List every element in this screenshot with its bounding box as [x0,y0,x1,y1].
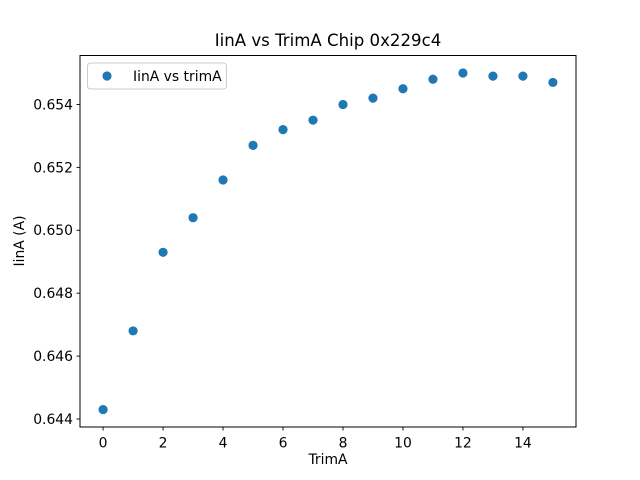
x-tick-label: 4 [219,436,228,452]
data-point [128,326,138,336]
data-point [398,84,408,94]
legend-marker-icon [102,71,112,81]
y-axis-label: IinA (A) [12,215,28,266]
data-point [188,213,198,223]
y-tick-label: 0.644 [33,412,73,428]
y-tick-label: 0.646 [33,349,73,365]
x-tick-label: 0 [99,436,108,452]
x-tick-label: 14 [514,436,532,452]
data-point [488,71,498,81]
axis-ticks: 0 2 4 6 8 10 12 14 0.644 0.646 0.648 0.650 0.652 0.65… [33,97,532,451]
x-tick-label: 8 [339,436,348,452]
y-tick-label: 0.652 [33,160,73,176]
data-point [458,68,468,78]
scatter-points [98,68,558,415]
legend-box [87,62,227,90]
plot-border [79,55,577,428]
data-point [98,404,108,415]
x-tick-label: 10 [394,436,412,452]
data-point [278,125,288,135]
y-tick-label: 0.654 [33,97,73,113]
x-tick-label: 12 [454,436,472,452]
x-axis-label: TrimA [307,452,348,468]
data-point [368,93,378,103]
x-tick-label: 6 [279,436,288,452]
data-point [308,115,318,125]
chart-title: IinA vs TrimA Chip 0x229c4 [215,31,442,50]
data-point [158,247,168,257]
data-point [548,77,558,88]
data-point [338,99,348,110]
x-tick-label: 2 [159,436,168,452]
data-point [248,140,258,150]
data-point [428,74,438,84]
y-tick-label: 0.650 [33,223,73,239]
y-tick-label: 0.648 [33,286,73,302]
data-point [518,71,528,81]
data-point [218,175,228,185]
legend-label: IinA vs trimA [133,69,222,85]
legend: IinA vs trimA [87,62,227,90]
